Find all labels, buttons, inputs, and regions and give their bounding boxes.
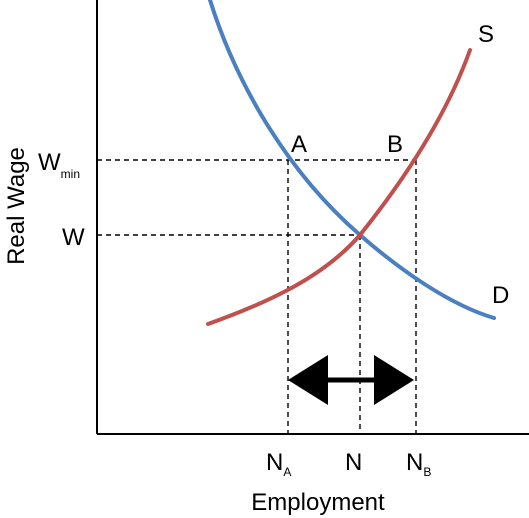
nb-tick-label: NB [406,449,431,479]
nb-subscript: B [423,465,431,479]
x-axis-title: Employment [251,489,385,516]
wmin-tick-label: Wmin [38,149,80,181]
wmin-main: W [38,149,61,176]
supply-label: S [478,21,494,48]
na-subscript: A [283,465,291,479]
point-a-label: A [291,131,307,158]
na-main: N [266,449,283,476]
na-tick-label: NA [266,449,291,479]
supply-curve [206,48,472,326]
point-b-label: B [387,131,403,158]
demand-curve [208,0,496,320]
w-tick-label: W [62,224,85,251]
wmin-subscript: min [61,167,80,181]
nb-main: N [406,449,423,476]
y-axis-title: Real Wage [3,147,30,265]
demand-label: D [492,282,509,309]
guide-lines [97,159,417,434]
n-tick-label: N [345,449,362,476]
